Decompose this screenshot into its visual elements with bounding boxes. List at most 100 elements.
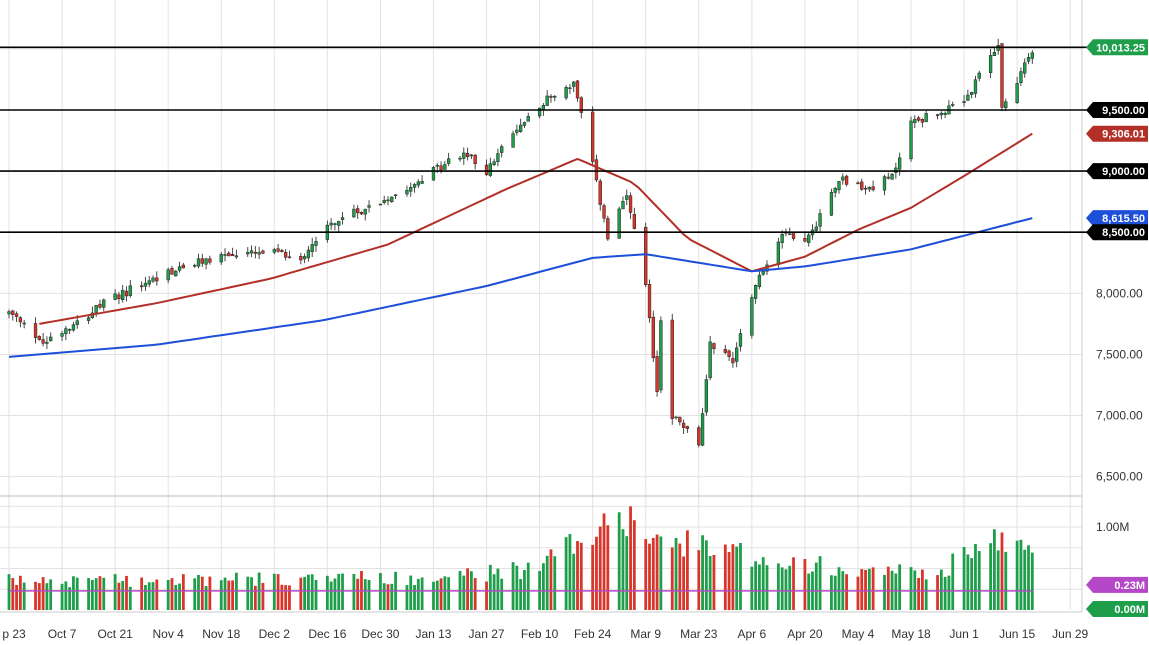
- candle-body: [791, 232, 796, 239]
- candle-body: [602, 205, 606, 219]
- volume-bar: [686, 530, 689, 610]
- candle-body: [882, 176, 887, 191]
- volume-bar: [553, 556, 557, 610]
- x-axis-label: Jun 15: [999, 627, 1035, 641]
- candle-body: [1015, 83, 1019, 103]
- volume-bar: [1027, 545, 1030, 610]
- candle-body: [196, 258, 201, 267]
- candle-body: [49, 336, 53, 342]
- candle-body: [913, 119, 917, 123]
- volume-bar: [564, 537, 568, 610]
- volume-bar: [917, 577, 920, 610]
- candle-body: [314, 241, 318, 246]
- candle-body: [71, 324, 76, 331]
- candle-body: [697, 427, 701, 446]
- candle-body: [469, 154, 474, 157]
- x-axis-label: Dec 16: [308, 627, 346, 641]
- candle-body: [446, 158, 451, 164]
- volume-bar: [307, 574, 310, 610]
- volume-axis-label: 1.00M: [1096, 520, 1129, 534]
- candle-body: [833, 187, 837, 193]
- candle-body: [393, 194, 398, 197]
- volume-bar: [951, 553, 955, 610]
- volume-bar: [545, 555, 549, 610]
- candle-body: [41, 339, 45, 344]
- candle-body: [644, 226, 648, 286]
- candle-body: [223, 254, 227, 256]
- volume-bar: [151, 582, 155, 610]
- volume-bar: [723, 544, 727, 610]
- volume-bar: [147, 582, 151, 610]
- candle-body: [98, 303, 102, 308]
- volume-bar: [485, 581, 488, 610]
- price-tag: 8,500.00: [1102, 227, 1145, 239]
- candle-body: [329, 222, 333, 226]
- volume-bar: [871, 567, 875, 610]
- candle-body: [704, 379, 709, 413]
- candle-body: [363, 208, 367, 215]
- volume-bar: [500, 578, 504, 610]
- candle-body: [204, 258, 208, 265]
- volume-bar: [860, 569, 864, 610]
- volume-bar: [659, 536, 663, 610]
- volume-bar: [549, 549, 553, 610]
- candle-body: [628, 195, 633, 213]
- candle-body: [143, 282, 148, 287]
- candle-body: [591, 111, 595, 162]
- price-tag-shape: [1086, 102, 1148, 118]
- candle-body: [973, 79, 978, 94]
- volume-bar: [41, 577, 45, 610]
- volume-bar: [352, 573, 356, 610]
- volume-bar: [284, 585, 288, 610]
- volume-bar: [7, 574, 11, 610]
- volume-bar: [632, 520, 636, 610]
- candle-body: [234, 255, 239, 258]
- candle-body: [246, 252, 250, 255]
- candle-body: [299, 256, 303, 261]
- candle-body: [776, 241, 781, 265]
- candle-body: [7, 311, 11, 315]
- volume-bar: [739, 543, 742, 610]
- candle-body: [337, 221, 341, 226]
- candle-body: [632, 213, 637, 229]
- candle-body: [287, 256, 292, 259]
- volume-bar: [735, 546, 739, 610]
- candle-body: [700, 413, 705, 446]
- volume-bar: [60, 583, 64, 610]
- candle-body: [94, 305, 98, 313]
- candle-body: [412, 184, 417, 188]
- candle-body: [1000, 43, 1004, 108]
- price-tags: 10,013.25 9,500.00 9,306.01 9,000.00 8,615.5…: [1086, 39, 1148, 617]
- candle-body: [261, 250, 265, 254]
- price-tag: 8,615.50: [1102, 213, 1145, 225]
- candle-body: [359, 211, 364, 215]
- volume-bar: [390, 583, 394, 610]
- volume-bar: [87, 578, 90, 610]
- volume-bar: [22, 582, 26, 610]
- price-axis-label: 8,000.00: [1096, 286, 1143, 300]
- volume-bar: [792, 557, 795, 610]
- candle-body: [731, 358, 735, 364]
- candle-body: [856, 182, 860, 185]
- candle-body: [575, 80, 580, 99]
- candle-body: [871, 186, 875, 191]
- volume-bar: [939, 569, 943, 610]
- volume-tag-shape: [1086, 601, 1148, 617]
- price-tag: 9,500.00: [1102, 105, 1145, 117]
- volume-bar: [280, 584, 284, 610]
- volume-bar: [977, 550, 981, 610]
- candle-body: [519, 124, 523, 132]
- candle-body: [496, 153, 500, 163]
- volume-bar: [325, 575, 329, 610]
- volume-bar: [166, 579, 170, 610]
- volume-bar: [447, 577, 451, 610]
- volume-bar: [231, 580, 235, 610]
- price-tag-shape: [1086, 224, 1148, 241]
- volume-bar: [886, 566, 890, 610]
- candle-body: [465, 152, 470, 158]
- volume-bar: [15, 584, 18, 610]
- candle-body: [14, 313, 19, 317]
- candle-body: [488, 163, 492, 176]
- volume-bar: [386, 584, 390, 610]
